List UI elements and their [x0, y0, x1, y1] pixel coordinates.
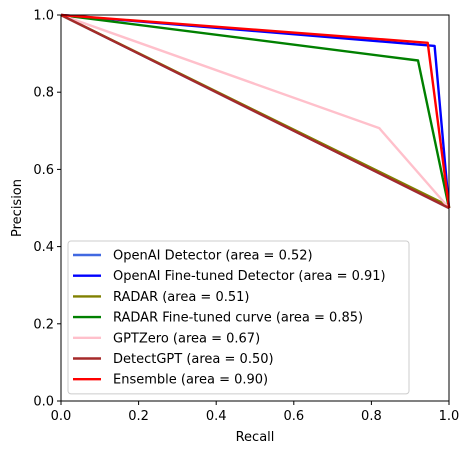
- series-line-5: [60, 13, 450, 210]
- legend-box: [67, 240, 410, 395]
- legend-entry: RADAR (area = 0.51): [113, 290, 249, 305]
- series-line-6: [60, 13, 451, 209]
- y-tick-label: 0.2: [33, 317, 54, 332]
- x-tick-label: 0.0: [51, 409, 72, 424]
- legend: OpenAI Detector (area = 0.52) OpenAI Fine…: [67, 240, 410, 395]
- x-tick-label: 0.8: [361, 409, 382, 424]
- y-tick-label: 1.0: [33, 9, 54, 24]
- x-tick-label: 1.0: [439, 409, 460, 424]
- y-tick-label: 0.0: [33, 395, 54, 410]
- series-line-4: [60, 13, 450, 209]
- legend-entry: Ensemble (area = 0.90): [113, 373, 268, 388]
- x-axis-label: Recall: [236, 430, 275, 445]
- y-axis-label: Precision: [10, 179, 25, 237]
- plot-frame: [60, 14, 450, 402]
- legend-entry: OpenAI Detector (area = 0.52): [113, 249, 313, 264]
- legend-entry: DetectGPT (area = 0.50): [113, 352, 274, 367]
- legend-entry: GPTZero (area = 0.67): [113, 331, 260, 346]
- legend-entry: OpenAI Fine-tuned Detector (area = 0.91): [113, 269, 386, 284]
- x-tick-label: 0.4: [206, 409, 227, 424]
- legend-entry: RADAR Fine-tuned curve (area = 0.85): [113, 311, 363, 326]
- y-tick-label: 0.6: [33, 163, 54, 178]
- series-line-3: [60, 13, 451, 209]
- plot-area: [60, 13, 451, 210]
- axis-ticks: 0.0 0.2 0.4 0.6 0.8 1.0 0.0 0.2 0.4 0.6 0.8 1.0: [33, 9, 459, 425]
- x-tick-label: 0.2: [128, 409, 149, 424]
- y-tick-label: 0.4: [33, 240, 54, 255]
- y-tick-label: 0.8: [33, 86, 54, 101]
- x-tick-label: 0.6: [283, 409, 304, 424]
